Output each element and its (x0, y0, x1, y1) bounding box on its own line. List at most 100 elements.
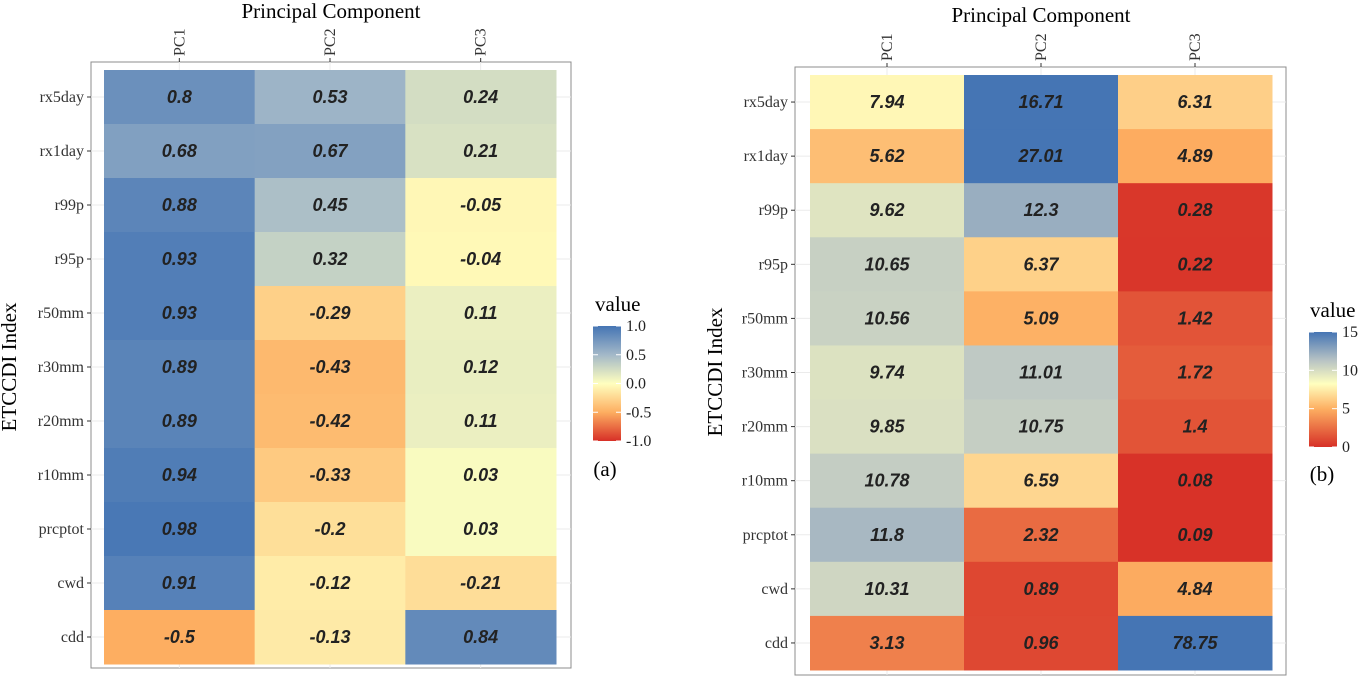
heatmap-cell (964, 183, 1119, 238)
cell-value-label: 16.71 (1018, 92, 1063, 112)
cell-value-label: 6.31 (1177, 92, 1212, 112)
legend-colorbar (1309, 332, 1337, 447)
heatmap-cell (810, 399, 965, 455)
y-tick-label: cwd (761, 581, 788, 598)
cell-value-label: 0.84 (463, 627, 498, 647)
cell-value-label: 6.59 (1023, 471, 1058, 491)
cell-value-label: 0.22 (1177, 254, 1212, 274)
y-tick-label: r30mm (38, 359, 85, 376)
y-axis-title: ETCCDI Index (0, 302, 21, 431)
y-tick-label: r50mm (742, 310, 789, 327)
cell-value-label: 0.28 (1177, 200, 1212, 220)
y-tick-label: r10mm (742, 473, 789, 490)
cell-value-label: 0.12 (463, 357, 498, 377)
cell-value-label: -0.42 (309, 411, 350, 431)
cell-value-label: 0.21 (463, 141, 498, 161)
heatmap-cell (405, 394, 557, 449)
legend-tick-label: 5 (1342, 401, 1350, 418)
cell-value-label: 78.75 (1172, 633, 1218, 653)
cell-value-label: 0.93 (162, 249, 197, 269)
y-tick-label: r10mm (38, 467, 85, 484)
y-tick-label: rx5day (744, 94, 788, 111)
y-tick-label: r20mm (742, 419, 789, 436)
heatmap-cell (1118, 615, 1273, 671)
heatmap-cell (254, 286, 406, 341)
cell-value-label: 4.84 (1176, 579, 1212, 599)
cell-value-label: -0.13 (309, 627, 350, 647)
cell-value-label: 7.94 (869, 92, 904, 112)
panel-label: (a) (593, 457, 616, 481)
heatmap-cell (1118, 345, 1273, 401)
heatmap-cell (964, 237, 1119, 292)
cell-value-label: 5.62 (869, 146, 904, 166)
cell-value-label: 0.11 (464, 303, 498, 323)
heatmap-cell (1118, 453, 1273, 509)
y-tick-label: cwd (57, 575, 84, 592)
heatmap-cell (964, 453, 1119, 509)
heatmap-cell (254, 448, 406, 503)
cell-value-label: -0.33 (309, 465, 350, 485)
heatmap-cell (1118, 237, 1273, 292)
heatmap-cell (1118, 507, 1273, 563)
cell-value-label: 0.8 (167, 87, 192, 107)
cell-value-label: 5.09 (1023, 308, 1058, 328)
y-axis-title: ETCCDI Index (703, 307, 727, 436)
cell-value-label: 4.89 (1176, 146, 1212, 166)
x-axis-title: Principal Component (951, 3, 1130, 27)
cell-value-label: -0.29 (309, 303, 350, 323)
heatmap-cell (810, 561, 965, 617)
x-tick-label: PC3 (1187, 33, 1204, 61)
y-tick-label: rx1day (40, 143, 84, 160)
y-tick-label: prcptot (39, 521, 85, 538)
heatmap-cell (254, 394, 406, 449)
x-tick-label: PC1 (171, 28, 188, 56)
cell-value-label: -0.05 (460, 195, 502, 215)
cell-value-label: 0.93 (162, 303, 197, 323)
legend-tick-label: 15 (1342, 324, 1358, 341)
y-tick-label: r95p (55, 251, 84, 268)
cell-value-label: -0.12 (309, 573, 350, 593)
cell-value-label: 10.56 (864, 308, 910, 328)
heatmap-cell (254, 232, 406, 287)
heatmap-panel-a: 0.8 0.53 0.24 0.68 0.67 0.21 0.88 0.45 -0.05 0.93… (0, 0, 651, 669)
cell-value-label: 0.03 (463, 519, 498, 539)
heatmap-cell (254, 502, 406, 557)
heatmap-cell (1118, 561, 1273, 617)
heatmap-cell (405, 556, 557, 611)
y-tick-label: r99p (55, 197, 84, 214)
heatmap-cell (104, 610, 256, 665)
heatmap-cell (104, 232, 256, 287)
heatmap-cell (1118, 183, 1273, 238)
legend-title: value (1310, 298, 1355, 322)
heatmap-cell (254, 124, 406, 179)
heatmap-cell (1118, 75, 1273, 130)
heatmap-cell (810, 453, 965, 509)
legend-tick-label: -1.0 (626, 433, 651, 450)
y-tick-label: r30mm (742, 365, 789, 382)
cell-value-label: 10.31 (864, 579, 909, 599)
heatmap-cell (405, 448, 557, 503)
y-tick-label: cdd (61, 629, 84, 646)
heatmap-cell (104, 70, 256, 125)
cell-value-label: 1.4 (1182, 417, 1207, 437)
heatmap-cell (1118, 399, 1273, 455)
cell-value-label: 6.37 (1023, 254, 1059, 274)
cell-value-label: 10.75 (1018, 417, 1064, 437)
heatmap-cell (1118, 129, 1273, 184)
heatmap-cell (104, 394, 256, 449)
heatmap-cell (810, 507, 965, 563)
cell-value-label: 0.53 (312, 87, 347, 107)
cell-value-label: 9.74 (869, 363, 904, 383)
cell-value-label: 0.11 (464, 411, 498, 431)
heatmap-cell (964, 75, 1119, 130)
heatmap-cell (964, 345, 1119, 401)
y-tick-label: cdd (765, 635, 788, 652)
cell-value-label: 0.68 (162, 141, 197, 161)
heatmap-cell (964, 129, 1119, 184)
cell-value-label: 9.62 (869, 200, 904, 220)
x-axis-title: Principal Component (241, 0, 420, 23)
cell-value-label: 0.45 (312, 195, 348, 215)
x-tick-label: PC3 (473, 28, 490, 56)
cell-value-label: 0.89 (1023, 579, 1058, 599)
